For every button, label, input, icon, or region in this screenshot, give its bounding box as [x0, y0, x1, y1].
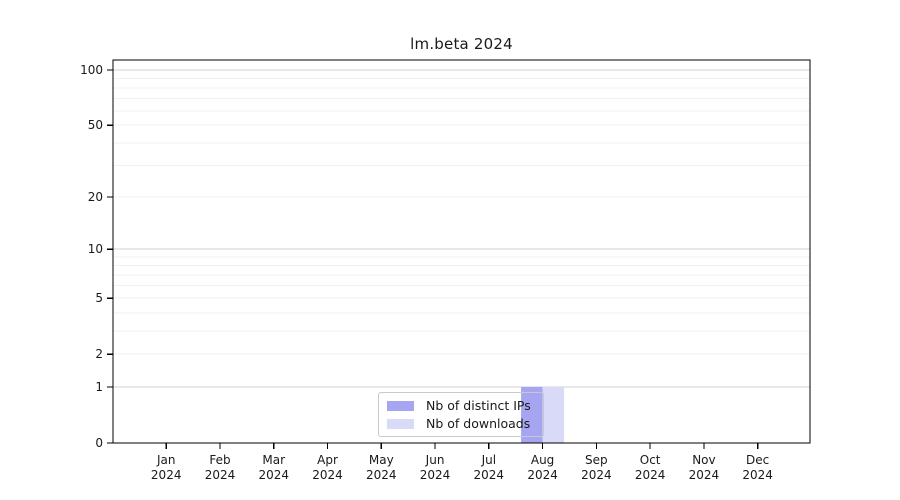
y-tick-label: 5: [95, 291, 103, 305]
chart-title: lm.beta 2024: [410, 35, 513, 53]
x-tick-label-month: Jun: [425, 453, 445, 467]
legend-swatch-downloads: [387, 418, 414, 429]
y-tick-label: 1: [95, 380, 103, 394]
x-tick-label-year: 2024: [258, 468, 289, 482]
x-tick-label-month: Aug: [531, 453, 554, 467]
y-tick-label: 0: [95, 436, 103, 450]
x-tick-label-month: Sep: [585, 453, 608, 467]
legend-item-downloads: Nb of downloads: [387, 417, 543, 430]
x-tick-label-year: 2024: [151, 468, 182, 482]
x-tick-label-year: 2024: [205, 468, 236, 482]
bar-distinct-ips: [521, 386, 543, 443]
x-tick-label-year: 2024: [742, 468, 773, 482]
x-tick-label-month: Jan: [156, 453, 176, 467]
x-tick-label-year: 2024: [474, 468, 505, 482]
x-tick-label-month: Feb: [209, 453, 230, 467]
legend: Nb of distinct IPs Nb of downloads: [378, 392, 544, 437]
x-tick-label-month: May: [369, 453, 394, 467]
plot-border: [112, 59, 811, 444]
x-tick-label-year: 2024: [581, 468, 612, 482]
y-tick-label: 100: [80, 63, 103, 77]
x-tick-label-month: Mar: [262, 453, 285, 467]
x-tick-label-year: 2024: [366, 468, 397, 482]
legend-swatch-distinct-ips: [387, 400, 414, 411]
bar-downloads: [542, 386, 565, 443]
x-tick-label-year: 2024: [689, 468, 720, 482]
x-tick-label-year: 2024: [635, 468, 666, 482]
x-tick-label-month: Oct: [640, 453, 661, 467]
x-tick-label-month: Nov: [692, 453, 715, 467]
x-tick-label-year: 2024: [312, 468, 343, 482]
legend-label-distinct-ips: Nb of distinct IPs: [426, 398, 531, 413]
x-tick-label-year: 2024: [420, 468, 451, 482]
x-tick-label-year: 2024: [527, 468, 558, 482]
x-tick-label-month: Dec: [746, 453, 769, 467]
x-tick-label-month: Jul: [481, 453, 496, 467]
y-tick-label: 20: [88, 190, 103, 204]
y-tick-label: 2: [95, 347, 103, 361]
y-tick-label: 10: [88, 242, 103, 256]
y-tick-label: 50: [88, 118, 103, 132]
legend-label-downloads: Nb of downloads: [426, 416, 531, 431]
x-tick-label-month: Apr: [317, 453, 338, 467]
legend-item-distinct-ips: Nb of distinct IPs: [387, 399, 543, 412]
